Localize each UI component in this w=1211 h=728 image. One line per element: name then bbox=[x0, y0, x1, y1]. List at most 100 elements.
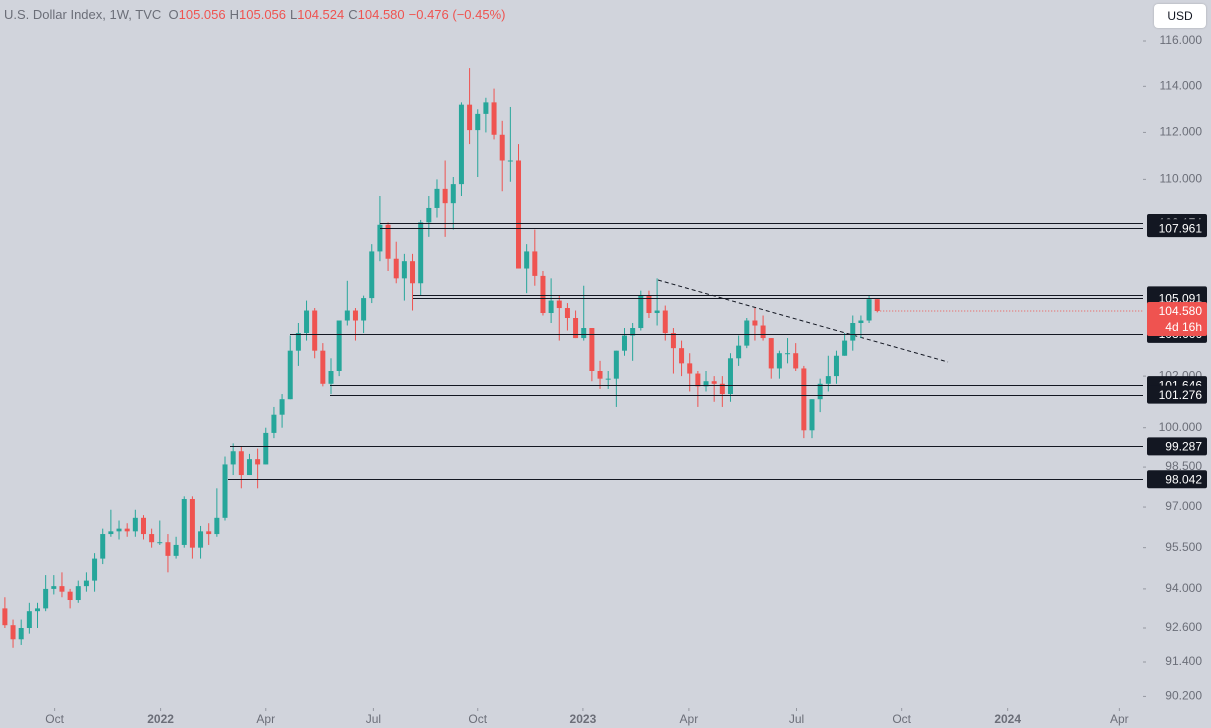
candle-body bbox=[695, 373, 701, 387]
candle-body bbox=[336, 320, 342, 371]
candle-body bbox=[369, 251, 375, 299]
candle-body bbox=[670, 333, 676, 349]
x-tick-label: Jul bbox=[789, 712, 804, 726]
candle-body bbox=[124, 528, 130, 532]
candle-body bbox=[426, 207, 432, 223]
candle-body bbox=[51, 586, 57, 589]
y-tick-label: 98.500 bbox=[1165, 459, 1202, 473]
ohlc-value: 105.056 bbox=[178, 7, 226, 22]
candle-body bbox=[173, 544, 179, 556]
last-price-label: 104.580 bbox=[1159, 304, 1203, 318]
candle-body bbox=[842, 340, 848, 356]
candle-body bbox=[621, 335, 627, 351]
candle-body bbox=[165, 542, 171, 556]
candle-body bbox=[613, 350, 619, 379]
candle-body bbox=[483, 102, 489, 114]
candle-body bbox=[157, 542, 163, 544]
price-axis bbox=[1143, 0, 1211, 728]
x-tick-label: Apr bbox=[1110, 712, 1129, 726]
ohlc-key: O bbox=[168, 7, 179, 22]
candle-body bbox=[312, 310, 318, 351]
y-tick-label: 91.400 bbox=[1165, 654, 1202, 668]
candle-body bbox=[92, 558, 98, 581]
level-label: 105.091 bbox=[1159, 291, 1203, 305]
candle-body bbox=[418, 222, 424, 284]
candle-body bbox=[238, 451, 244, 476]
candle-body bbox=[140, 517, 146, 535]
candle-body bbox=[352, 310, 358, 321]
candle-body bbox=[263, 432, 269, 465]
candle-body bbox=[719, 383, 725, 395]
ohlc-key: C bbox=[348, 7, 358, 22]
candle-body bbox=[132, 517, 138, 532]
x-tick-label: Apr bbox=[256, 712, 275, 726]
candle-body bbox=[793, 353, 799, 369]
candle-body bbox=[271, 414, 277, 433]
level-label: 107.961 bbox=[1159, 221, 1203, 235]
change: −0.476 (−0.45%) bbox=[408, 7, 506, 22]
x-tick-label: 2024 bbox=[994, 712, 1021, 726]
candle-body bbox=[67, 591, 73, 601]
level-label-box bbox=[1147, 437, 1207, 456]
candle-body bbox=[222, 464, 228, 518]
level-label: 98.042 bbox=[1165, 472, 1202, 486]
candle-body bbox=[83, 580, 89, 587]
candle-body bbox=[246, 459, 252, 476]
level-label: 99.287 bbox=[1165, 440, 1202, 454]
ohlc-key: L bbox=[290, 7, 298, 22]
candle-body bbox=[858, 320, 864, 324]
x-tick-label: Jul bbox=[366, 712, 381, 726]
ohlc-value: 105.056 bbox=[239, 7, 287, 22]
candle-body bbox=[850, 323, 856, 341]
candle-body bbox=[548, 300, 554, 314]
candle-body bbox=[809, 399, 815, 431]
candle-body bbox=[475, 113, 481, 131]
candle-body bbox=[18, 628, 24, 640]
candle-body bbox=[833, 355, 839, 377]
header: U.S. Dollar Index, 1W, TVC O105.056 H105.… bbox=[4, 7, 510, 22]
candle-body bbox=[564, 308, 570, 319]
candle-body bbox=[801, 368, 807, 431]
trend-line bbox=[657, 279, 949, 363]
candle-body bbox=[116, 528, 122, 532]
countdown: 4d 16h bbox=[1165, 320, 1202, 334]
currency-button[interactable]: USD bbox=[1154, 4, 1206, 28]
candle-body bbox=[393, 258, 399, 279]
candle-body bbox=[605, 378, 611, 380]
y-tick-label: 92.600 bbox=[1165, 620, 1202, 634]
y-tick-label: 100.000 bbox=[1159, 420, 1203, 434]
candle-body bbox=[703, 381, 709, 387]
y-tick-label: 112.000 bbox=[1160, 125, 1203, 139]
candle-body bbox=[181, 499, 187, 545]
candle-body bbox=[450, 184, 456, 204]
candle-body bbox=[279, 399, 285, 415]
candle-body bbox=[149, 534, 155, 543]
y-tick-label: 95.500 bbox=[1165, 540, 1202, 554]
candle-body bbox=[43, 588, 49, 609]
y-tick-label: 94.000 bbox=[1165, 581, 1202, 595]
candle-body bbox=[874, 299, 880, 312]
ohlc-key: H bbox=[229, 7, 240, 22]
candle-body bbox=[214, 517, 220, 535]
candle-body bbox=[35, 608, 41, 612]
y-tick-label: 116.000 bbox=[1160, 33, 1203, 47]
candle-body bbox=[2, 608, 8, 626]
level-label-box bbox=[1147, 385, 1207, 404]
candle-body bbox=[679, 348, 685, 364]
candle-body bbox=[410, 261, 416, 284]
candle-body bbox=[687, 363, 693, 374]
candle-body bbox=[401, 261, 407, 279]
y-tick-label: 90.200 bbox=[1165, 689, 1202, 703]
candle-body bbox=[320, 350, 326, 384]
candle-body bbox=[295, 333, 301, 351]
candle-body bbox=[727, 358, 733, 395]
candle-body bbox=[328, 370, 334, 384]
candle-body bbox=[467, 104, 473, 131]
candle-body bbox=[344, 310, 350, 321]
candle-body bbox=[75, 586, 81, 601]
ohlc-value: 104.580 bbox=[357, 7, 405, 22]
candle-body bbox=[189, 499, 195, 548]
candle-body bbox=[638, 295, 644, 329]
